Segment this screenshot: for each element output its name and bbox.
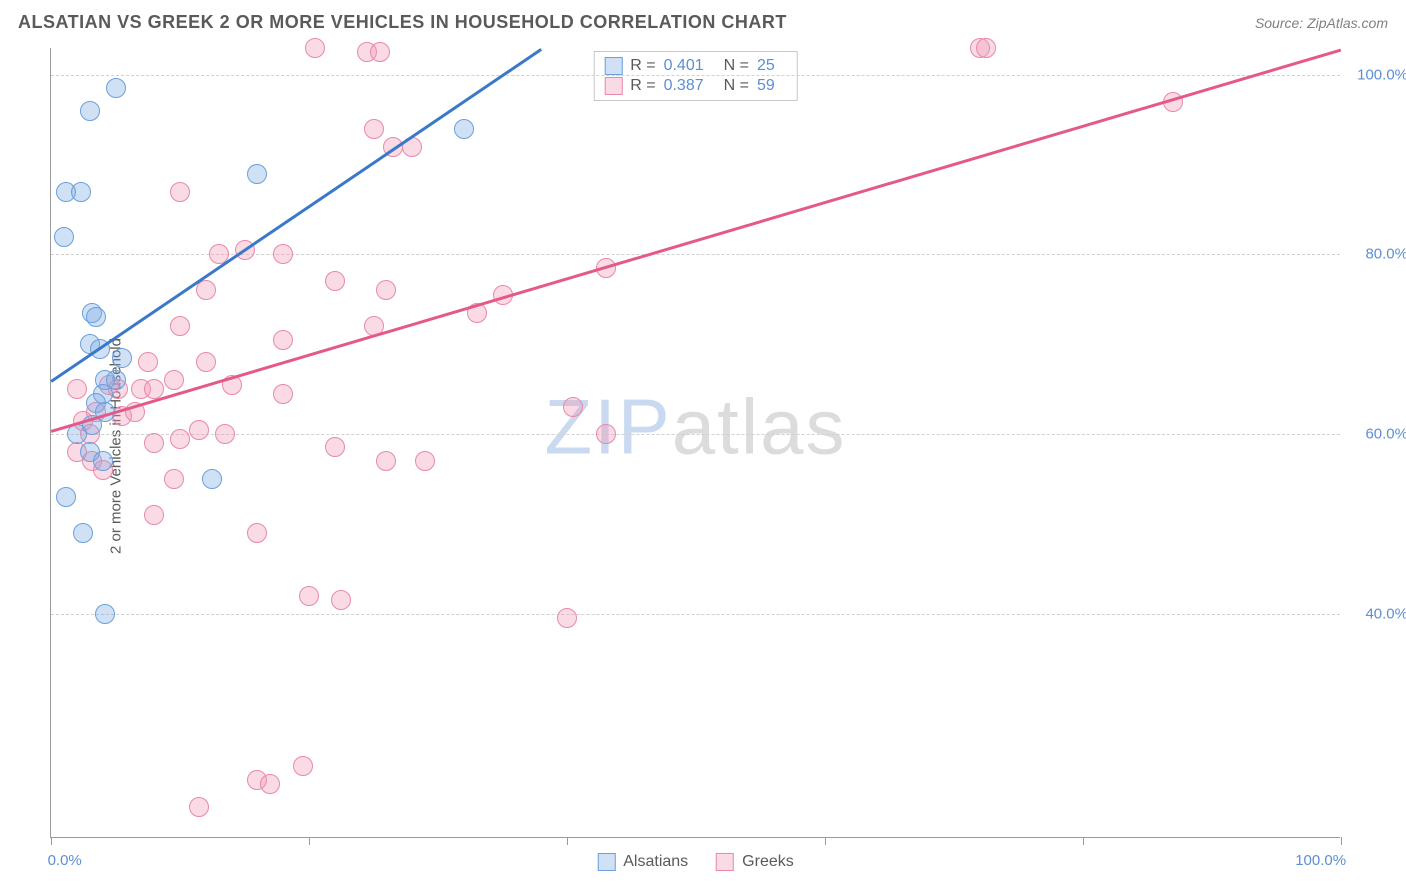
watermark-atlas: atlas [672,382,847,470]
data-point [376,280,396,300]
data-point [86,307,106,327]
data-point [73,523,93,543]
x-tick [825,837,826,845]
data-point [305,38,325,58]
data-point [189,420,209,440]
stats-row-greeks: R = 0.387 N = 59 [604,76,787,96]
n-label: N = [724,77,749,95]
gridline-h [51,614,1340,615]
data-point [71,182,91,202]
y-tick-label: 80.0% [1365,246,1406,263]
data-point [106,78,126,98]
x-tick [309,837,310,845]
x-tick [51,837,52,845]
source-label: Source: ZipAtlas.com [1255,15,1388,31]
legend-label-greeks: Greeks [742,853,794,871]
legend-item-greeks: Greeks [716,853,794,871]
data-point [106,370,126,390]
x-tick-label: 0.0% [48,852,82,869]
legend-label-alsatians: Alsatians [623,853,688,871]
data-point [331,590,351,610]
x-tick [567,837,568,845]
data-point [95,604,115,624]
data-point [164,469,184,489]
data-point [196,280,216,300]
x-tick-label: 100.0% [1295,852,1346,869]
r-label: R = [630,57,655,75]
r-value-greeks: 0.387 [664,77,704,95]
data-point [247,164,267,184]
data-point [376,451,396,471]
data-point [56,487,76,507]
data-point [273,384,293,404]
data-point [454,119,474,139]
stats-row-alsatians: R = 0.401 N = 25 [604,56,787,76]
plot-area: ZIPatlas R = 0.401 N = 25 R = 0.387 N = … [50,48,1340,838]
data-point [325,437,345,457]
chart-title: ALSATIAN VS GREEK 2 OR MORE VEHICLES IN … [18,12,787,33]
data-point [170,182,190,202]
data-point [596,424,616,444]
y-tick-label: 100.0% [1357,66,1406,83]
data-point [299,586,319,606]
data-point [54,227,74,247]
data-point [80,101,100,121]
data-point [196,352,216,372]
swatch-alsatians [604,57,622,75]
data-point [976,38,996,58]
data-point [67,424,87,444]
data-point [325,271,345,291]
bottom-legend: Alsatians Greeks [597,853,794,871]
data-point [273,330,293,350]
data-point [202,469,222,489]
data-point [557,608,577,628]
data-point [273,244,293,264]
data-point [293,756,313,776]
data-point [247,523,267,543]
r-label: R = [630,77,655,95]
data-point [189,797,209,817]
gridline-h [51,434,1340,435]
data-point [364,119,384,139]
data-point [138,352,158,372]
data-point [93,451,113,471]
n-value-greeks: 59 [757,77,775,95]
data-point [260,774,280,794]
data-point [67,379,87,399]
data-point [170,429,190,449]
data-point [112,348,132,368]
data-point [144,505,164,525]
gridline-h [51,75,1340,76]
stats-legend: R = 0.401 N = 25 R = 0.387 N = 59 [593,51,798,101]
y-tick-label: 60.0% [1365,426,1406,443]
data-point [170,316,190,336]
n-value-alsatians: 25 [757,57,775,75]
n-label: N = [724,57,749,75]
trend-line [50,48,542,382]
r-value-alsatians: 0.401 [664,57,704,75]
data-point [164,370,184,390]
legend-item-alsatians: Alsatians [597,853,688,871]
x-tick [1341,837,1342,845]
watermark: ZIPatlas [544,381,846,472]
data-point [144,433,164,453]
swatch-alsatians [597,853,615,871]
data-point [563,397,583,417]
swatch-greeks [716,853,734,871]
data-point [370,42,390,62]
y-tick-label: 40.0% [1365,605,1406,622]
data-point [415,451,435,471]
data-point [215,424,235,444]
x-tick [1083,837,1084,845]
swatch-greeks [604,77,622,95]
